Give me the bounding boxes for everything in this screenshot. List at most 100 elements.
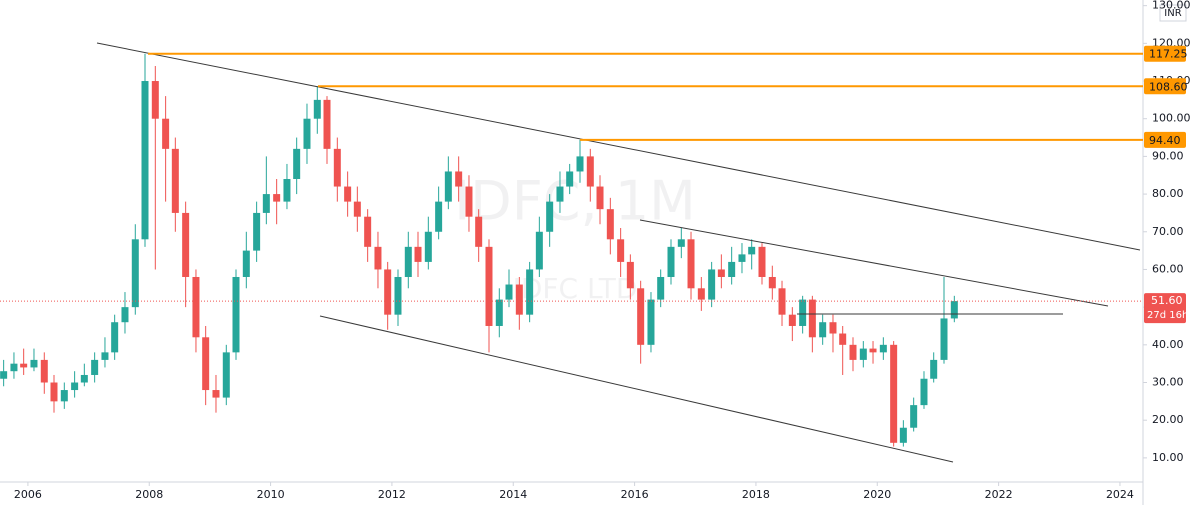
candle-body xyxy=(71,382,79,391)
candle-body xyxy=(182,212,190,277)
candles xyxy=(0,53,958,447)
candle-body xyxy=(313,99,321,119)
candle-body xyxy=(515,284,523,315)
y-tick-label: 90.00 xyxy=(1152,149,1184,162)
candle-body xyxy=(859,348,867,360)
candle-body xyxy=(212,390,220,398)
y-tick-label: 70.00 xyxy=(1152,225,1184,238)
y-tick-label: 10.00 xyxy=(1152,451,1184,464)
y-tick-label: 100.00 xyxy=(1152,112,1191,125)
candle-body xyxy=(475,216,483,247)
candle-body xyxy=(424,231,432,262)
trendline xyxy=(639,219,1109,307)
candle-body xyxy=(586,156,594,187)
candle-body xyxy=(253,212,261,251)
level-label-box xyxy=(1144,78,1186,95)
candle-body xyxy=(162,118,170,149)
candle-body xyxy=(80,374,88,383)
candle-body xyxy=(344,186,352,202)
candle-body xyxy=(626,261,634,289)
level-label-box xyxy=(1144,45,1186,62)
x-tick-label: 2010 xyxy=(257,488,285,501)
candle-body xyxy=(384,269,392,315)
candle-body xyxy=(303,118,311,149)
candle-body xyxy=(262,194,270,213)
candle-body xyxy=(566,171,574,187)
candle-body xyxy=(232,276,240,353)
candle-body xyxy=(353,201,361,217)
candle-body xyxy=(111,322,119,353)
candle-body xyxy=(30,359,38,368)
candle-body xyxy=(920,378,928,406)
x-tick-label: 2022 xyxy=(985,488,1013,501)
y-tick-label: 130.00 xyxy=(1152,0,1191,12)
candle-body xyxy=(414,246,422,262)
candle-body xyxy=(576,156,584,172)
candle-body xyxy=(192,276,200,338)
x-tick-label: 2014 xyxy=(499,488,527,501)
candle-body xyxy=(273,194,281,202)
candle-body xyxy=(455,171,463,187)
currency-box xyxy=(1159,4,1187,22)
candle-body xyxy=(50,382,58,402)
candle-body xyxy=(596,186,604,210)
x-tick-label: 2008 xyxy=(135,488,163,501)
watermark: IDFC, 1M xyxy=(454,170,696,233)
y-tick-label: 80.00 xyxy=(1152,187,1184,200)
candle-body xyxy=(131,239,139,308)
candle-body xyxy=(829,322,837,334)
last-price-label: 51.60 xyxy=(1151,294,1183,307)
candle-body xyxy=(708,269,716,300)
candle-body xyxy=(728,261,736,277)
candle-body xyxy=(20,363,28,368)
candle-body xyxy=(202,337,210,391)
x-tick-label: 2006 xyxy=(14,488,42,501)
candle-body xyxy=(788,314,796,326)
candle-body xyxy=(839,333,847,345)
candle-body xyxy=(435,201,443,232)
candle-body xyxy=(647,299,655,345)
candle-body xyxy=(40,359,48,383)
candle-body xyxy=(667,246,675,277)
candle-body xyxy=(778,288,786,315)
candle-body xyxy=(890,344,898,443)
candle-body xyxy=(910,405,918,428)
candle-body xyxy=(485,246,493,326)
candle-body xyxy=(930,359,938,379)
candle-body xyxy=(748,246,756,255)
y-tick-label: 60.00 xyxy=(1152,262,1184,275)
candle-body xyxy=(374,246,382,270)
candle-body xyxy=(141,81,149,240)
candle-body xyxy=(768,276,776,289)
candle-body xyxy=(849,344,857,360)
candle-body xyxy=(0,371,8,379)
candle-body xyxy=(222,352,230,398)
x-tick-label: 2012 xyxy=(378,488,406,501)
candle-body xyxy=(940,318,948,360)
trendline xyxy=(96,42,1141,251)
candle-body xyxy=(869,348,877,353)
candle-body xyxy=(687,239,695,289)
candle-body xyxy=(657,276,665,300)
candle-body xyxy=(323,99,331,149)
candle-body xyxy=(799,299,807,326)
countdown: 27d 16h xyxy=(1147,310,1188,321)
candle-body xyxy=(444,171,452,202)
candle-body xyxy=(697,288,705,300)
candle-body xyxy=(606,209,614,240)
candle-body xyxy=(121,307,129,323)
candle-body xyxy=(617,239,625,262)
candle-body xyxy=(677,239,685,247)
currency: INR xyxy=(1164,8,1181,19)
candle-body xyxy=(738,254,746,262)
candle-body xyxy=(101,352,109,360)
candle-body xyxy=(758,246,766,277)
candle-body xyxy=(333,148,341,187)
y-tick-label: 40.00 xyxy=(1152,338,1184,351)
candle-body xyxy=(465,186,473,217)
candle-body xyxy=(808,299,816,338)
candle-body xyxy=(60,390,68,402)
level-label-box xyxy=(1144,131,1186,148)
